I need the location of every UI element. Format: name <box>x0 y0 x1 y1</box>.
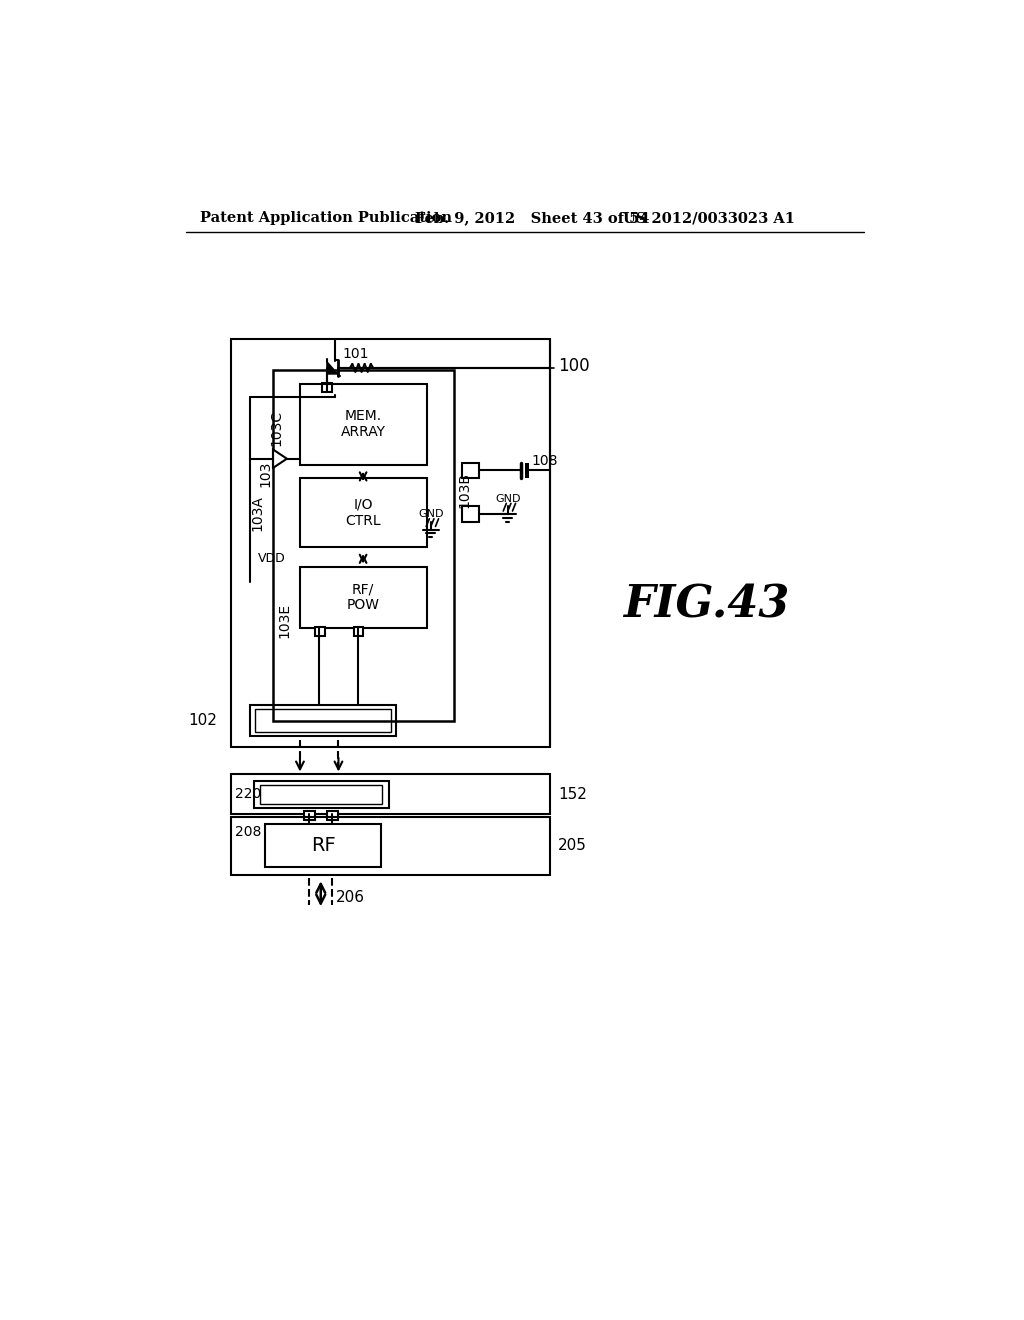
Text: RF: RF <box>310 836 336 855</box>
Text: 205: 205 <box>558 838 587 853</box>
Text: 103: 103 <box>258 461 272 487</box>
Bar <box>230 339 550 747</box>
Text: US 2012/0033023 A1: US 2012/0033023 A1 <box>624 211 796 226</box>
Text: 103C: 103C <box>270 409 284 446</box>
Polygon shape <box>273 449 287 469</box>
Bar <box>304 810 314 820</box>
Bar <box>462 462 478 478</box>
Text: GND: GND <box>418 510 443 519</box>
Text: 152: 152 <box>558 787 587 803</box>
Polygon shape <box>327 362 338 374</box>
Bar <box>300 478 427 548</box>
Bar <box>260 785 382 804</box>
Text: VDD: VDD <box>258 552 286 565</box>
Bar <box>354 627 364 636</box>
Bar <box>230 817 550 875</box>
Text: 108: 108 <box>531 454 557 469</box>
Text: Patent Application Publication: Patent Application Publication <box>200 211 452 226</box>
Text: 100: 100 <box>558 358 590 375</box>
Text: 220: 220 <box>234 788 261 801</box>
Text: RF/
POW: RF/ POW <box>346 582 380 612</box>
Bar <box>250 705 396 737</box>
Bar <box>273 370 454 721</box>
Text: 206: 206 <box>336 890 366 906</box>
Bar <box>230 775 550 814</box>
Text: MEM.
ARRAY: MEM. ARRAY <box>341 409 386 440</box>
Bar <box>323 383 332 392</box>
Bar <box>524 462 528 478</box>
Text: 101: 101 <box>342 347 369 360</box>
Text: 103E: 103E <box>278 603 292 638</box>
Bar <box>327 810 338 820</box>
Text: 102: 102 <box>188 713 217 729</box>
Text: 103B: 103B <box>457 471 471 507</box>
Text: FIG.43: FIG.43 <box>624 583 790 627</box>
Text: GND: GND <box>496 494 520 504</box>
Bar <box>315 627 325 636</box>
Bar <box>462 507 478 521</box>
Bar <box>300 384 427 465</box>
Text: Feb. 9, 2012   Sheet 43 of 54: Feb. 9, 2012 Sheet 43 of 54 <box>416 211 650 226</box>
Text: 208: 208 <box>234 825 261 840</box>
Bar <box>255 709 391 733</box>
Text: I/O
CTRL: I/O CTRL <box>345 498 381 528</box>
Bar <box>300 566 427 628</box>
Text: 103A: 103A <box>251 495 264 531</box>
Bar <box>254 780 388 808</box>
Bar <box>265 825 381 867</box>
